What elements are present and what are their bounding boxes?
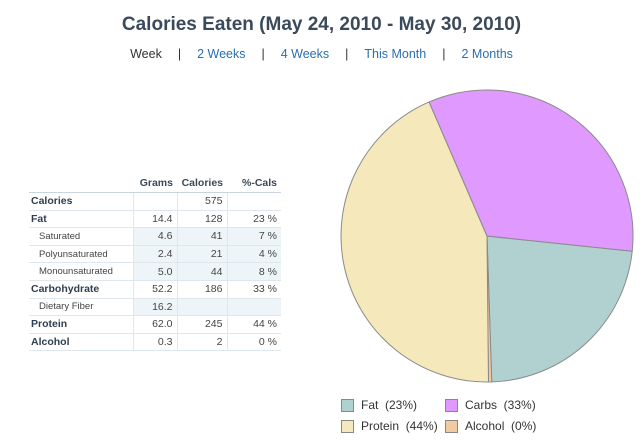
header-calories: Calories xyxy=(177,176,227,193)
table-header-row: Grams Calories %-Cals xyxy=(29,176,281,193)
table-row: Protein 62.0 245 44 % xyxy=(29,315,281,334)
page-title: Calories Eaten (May 24, 2010 - May 30, 2… xyxy=(121,14,522,35)
row-pct-cals: 0 % xyxy=(226,333,281,352)
legend-item-fat: Fat (23%) xyxy=(341,398,445,412)
legend-item-carbs: Carbs (33%) xyxy=(445,398,555,412)
row-grams: 16.2 xyxy=(132,298,177,317)
table-row: Polyunsaturated 2.4 21 4 % xyxy=(29,245,281,264)
row-grams: 14.4 xyxy=(132,210,177,229)
row-grams: 4.6 xyxy=(132,227,177,246)
table-row: Alcohol 0.3 2 0 % xyxy=(29,333,281,352)
range-separator: | xyxy=(345,47,349,61)
row-pct-cals xyxy=(226,298,281,317)
range-separator: | xyxy=(442,47,446,61)
row-grams: 62.0 xyxy=(132,315,177,334)
date-range-nav: Week | 2 Weeks | 4 Weeks | This Month | 2 Months xyxy=(0,47,643,61)
pie-slice-fat xyxy=(486,235,633,383)
row-name: Polyunsaturated xyxy=(29,245,133,264)
table-row: Saturated 4.6 41 7 % xyxy=(29,227,281,246)
legend-label: Fat (23%) xyxy=(361,398,418,412)
range-separator: | xyxy=(261,47,265,61)
row-grams: 2.4 xyxy=(132,245,177,264)
row-calories: 575 xyxy=(176,192,227,211)
range-option-2-weeks[interactable]: 2 Weeks xyxy=(197,47,246,61)
row-name: Calories xyxy=(29,192,133,211)
row-name: Protein xyxy=(29,315,133,334)
row-pct-cals: 23 % xyxy=(226,210,281,229)
legend-label: Alcohol (0%) xyxy=(465,419,537,433)
table-row: Calories 575 xyxy=(29,192,281,211)
nutrition-table: Grams Calories %-Cals Calories 575 Fat 14.4… xyxy=(29,176,281,352)
legend-label: Protein (44%) xyxy=(361,419,438,433)
row-name: Monounsaturated xyxy=(29,262,133,281)
pie-slice-carbs xyxy=(428,89,634,252)
row-pct-cals xyxy=(226,192,281,211)
table-row: Carbohydrate 52.2 186 33 % xyxy=(29,280,281,299)
row-calories: 44 xyxy=(176,262,227,281)
row-name: Carbohydrate xyxy=(29,280,133,299)
legend-swatch xyxy=(445,398,458,412)
range-option-this-month[interactable]: This Month xyxy=(364,47,427,61)
row-pct-cals: 44 % xyxy=(226,315,281,334)
row-calories: 21 xyxy=(176,245,227,264)
legend-swatch xyxy=(341,398,354,412)
row-grams: 0.3 xyxy=(132,333,177,352)
row-name: Dietary Fiber xyxy=(29,298,133,317)
row-pct-cals: 7 % xyxy=(226,227,281,246)
row-pct-cals: 4 % xyxy=(226,245,281,264)
range-option-4-weeks[interactable]: 4 Weeks xyxy=(280,47,330,61)
row-pct-cals: 8 % xyxy=(226,262,281,281)
row-calories: 128 xyxy=(176,210,227,229)
pie-slice-protein xyxy=(340,101,489,383)
row-calories: 245 xyxy=(176,315,227,334)
row-grams xyxy=(132,192,177,211)
legend-swatch xyxy=(445,419,458,433)
row-name: Alcohol xyxy=(29,333,133,352)
table-row: Monounsaturated 5.0 44 8 % xyxy=(29,262,281,281)
row-calories: 41 xyxy=(176,227,227,246)
legend-label: Carbs (33%) xyxy=(465,398,536,412)
row-pct-cals: 33 % xyxy=(226,280,281,299)
table-row: Fat 14.4 128 23 % xyxy=(29,210,281,229)
calories-pie-chart xyxy=(340,89,634,383)
row-name: Fat xyxy=(29,210,133,229)
header-grams: Grams xyxy=(133,176,177,193)
chart-legend: Fat (23%) Carbs (33%) Protein (44%) Alcohol… xyxy=(341,398,555,433)
table-row: Dietary Fiber 16.2 xyxy=(29,298,281,317)
row-calories: 186 xyxy=(176,280,227,299)
range-option-2-months[interactable]: 2 Months xyxy=(461,47,513,61)
legend-item-alcohol: Alcohol (0%) xyxy=(445,419,555,433)
range-separator: | xyxy=(177,47,182,61)
range-option-week: Week xyxy=(130,47,162,61)
row-name: Saturated xyxy=(29,227,133,246)
header-nutrient xyxy=(29,176,133,193)
header-pct-cals: %-Cals xyxy=(227,176,281,193)
row-grams: 52.2 xyxy=(132,280,177,299)
legend-swatch xyxy=(341,419,354,433)
row-calories: 2 xyxy=(176,333,227,352)
legend-item-protein: Protein (44%) xyxy=(341,419,445,433)
row-grams: 5.0 xyxy=(132,262,177,281)
row-calories xyxy=(176,298,227,317)
